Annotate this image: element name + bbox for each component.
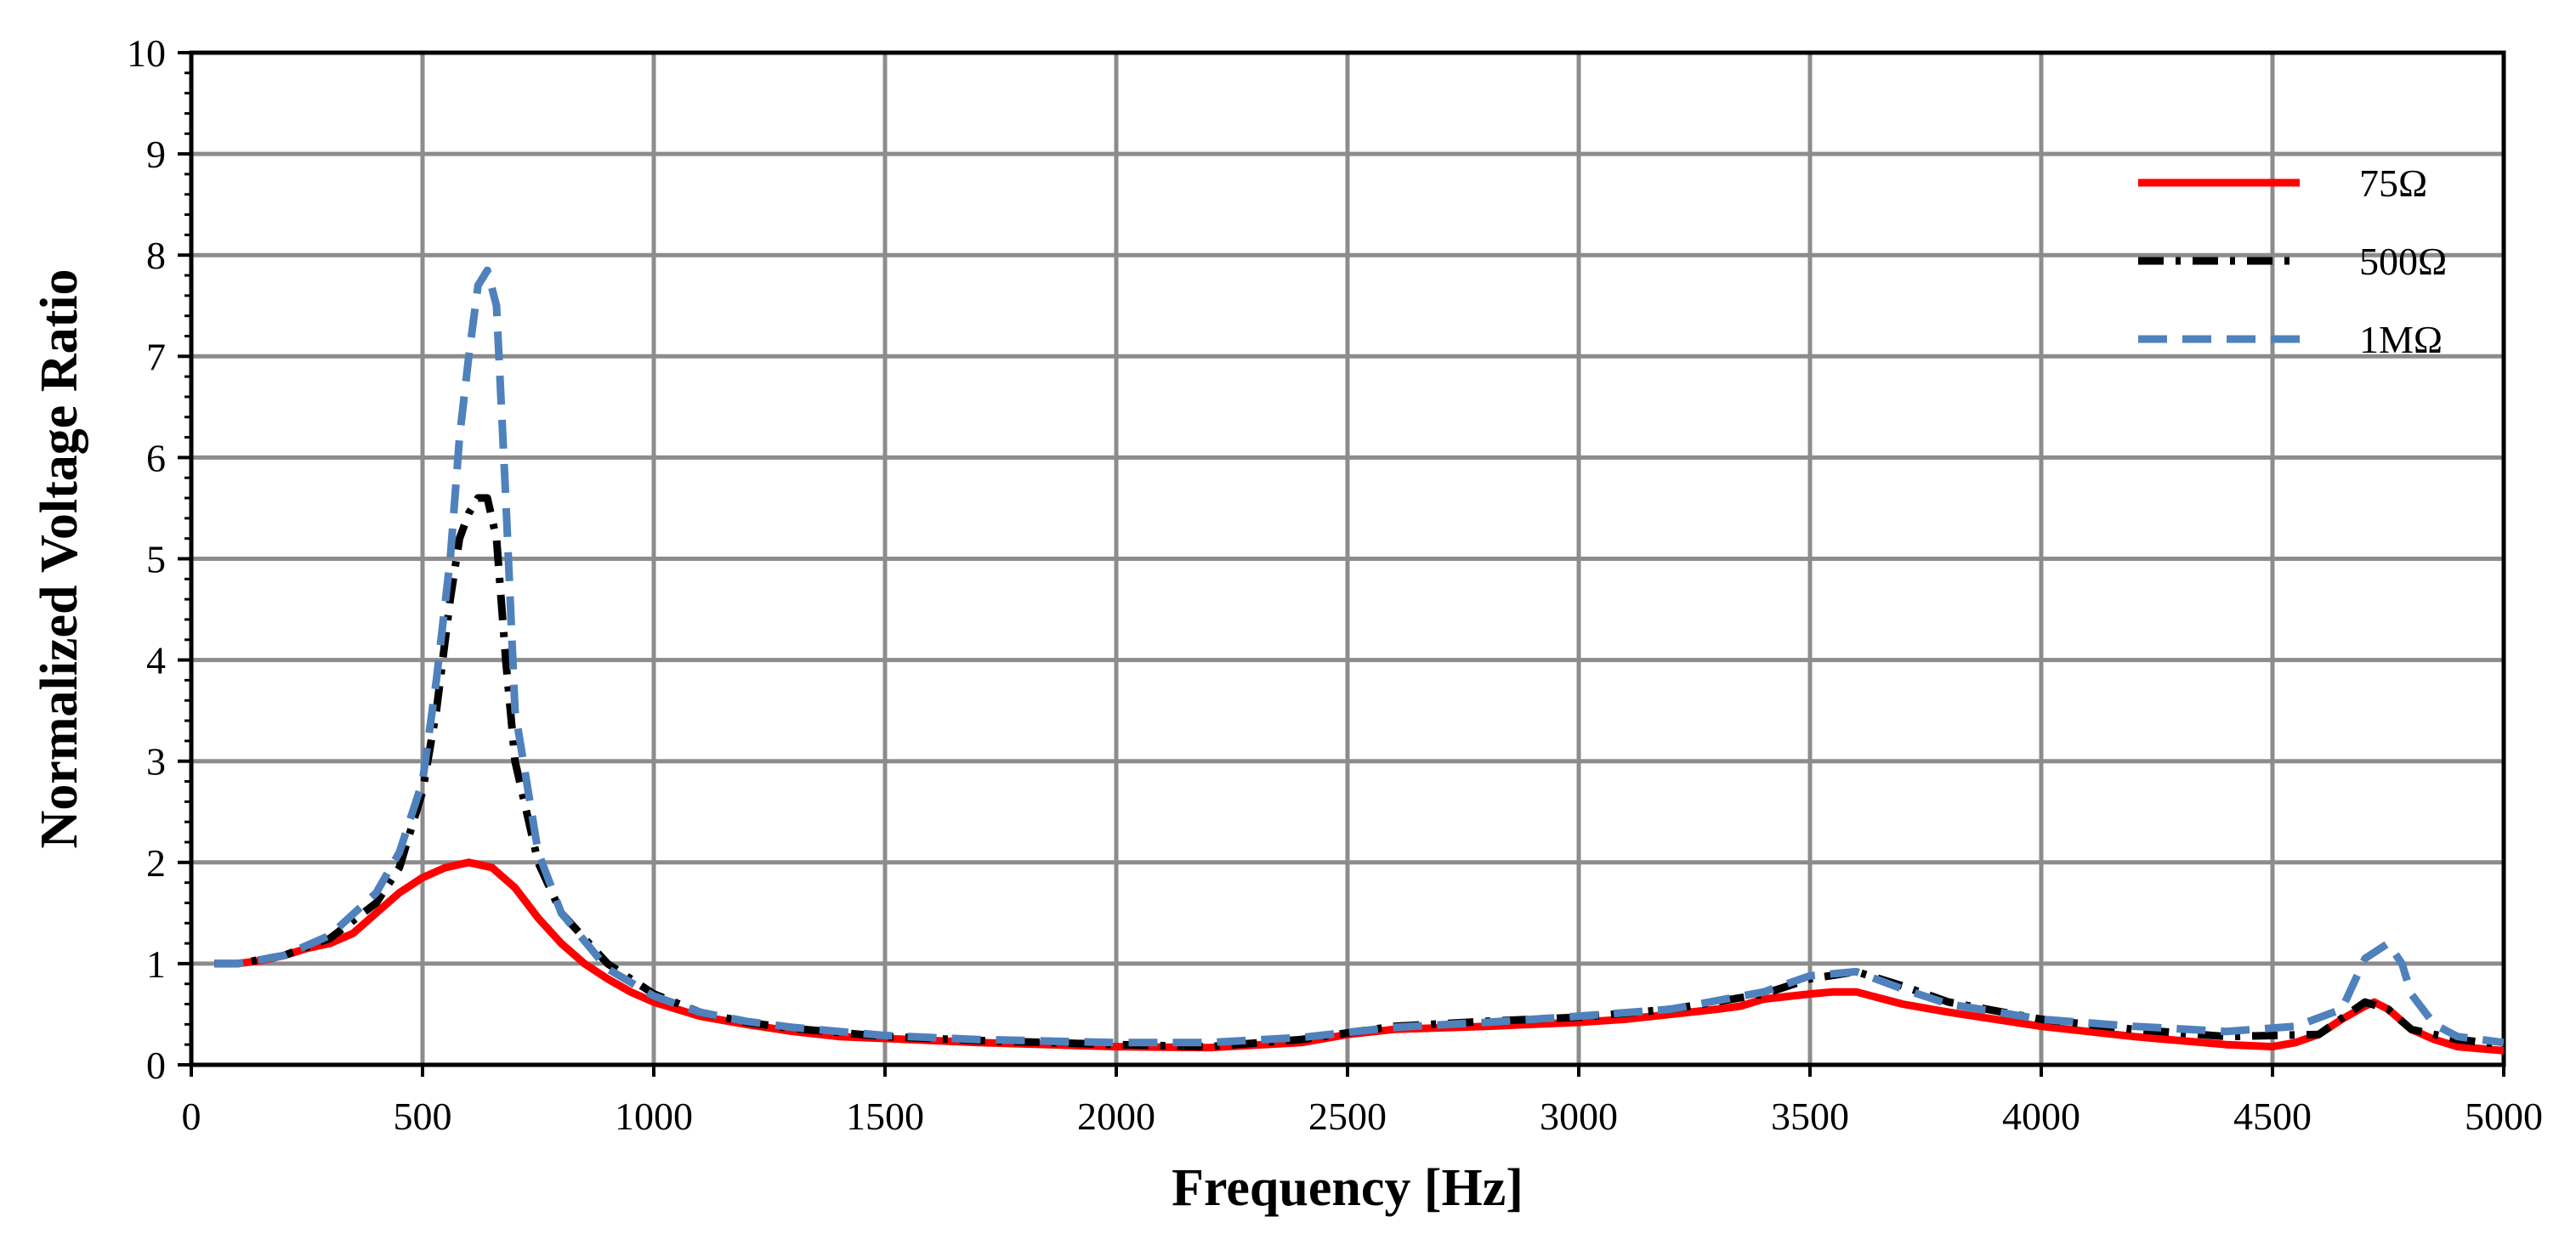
y-tick-label: 5 xyxy=(146,538,166,581)
y-tick-label: 4 xyxy=(146,639,166,682)
x-tick-label: 4000 xyxy=(2002,1095,2080,1138)
x-tick-label: 3500 xyxy=(1771,1095,1849,1138)
gridlines xyxy=(191,53,2504,1065)
x-tick-label: 0 xyxy=(182,1095,201,1138)
y-tick-label: 8 xyxy=(146,234,166,277)
legend-label: 75Ω xyxy=(2359,161,2427,205)
series-line-dashed xyxy=(214,266,2505,1047)
y-tick-label: 7 xyxy=(146,335,166,378)
x-tick-label: 1000 xyxy=(615,1095,693,1138)
y-tick-label: 0 xyxy=(146,1044,166,1087)
x-axis-tick-labels: 0 500 1000 1500 2000 2500 3000 3500 4000 4500 5000 xyxy=(182,1095,2544,1138)
x-tick-label: 5000 xyxy=(2465,1095,2543,1138)
legend: 75Ω 500Ω 1MΩ xyxy=(2138,161,2447,361)
legend-label: 1MΩ xyxy=(2359,318,2443,361)
y-axis-tick-labels: 0 1 2 3 4 5 6 7 8 9 10 xyxy=(127,31,166,1087)
x-tick-label: 4500 xyxy=(2233,1095,2312,1138)
x-tick-label: 2000 xyxy=(1077,1095,1155,1138)
y-tick-label: 3 xyxy=(146,740,166,784)
x-tick-label: 500 xyxy=(394,1095,452,1138)
y-tick-label: 10 xyxy=(127,31,166,75)
plot-area-frame xyxy=(189,50,2506,1067)
legend-label: 500Ω xyxy=(2359,240,2447,283)
data-series xyxy=(214,266,2505,1055)
y-tick-label: 1 xyxy=(146,942,166,986)
x-axis-title: Frequency [Hz] xyxy=(1172,1159,1523,1217)
y-tick-label: 9 xyxy=(146,133,166,176)
x-tick-label: 3000 xyxy=(1540,1095,1618,1138)
y-tick-label: 2 xyxy=(146,841,166,885)
x-tick-label: 2500 xyxy=(1308,1095,1387,1138)
x-tick-label: 1500 xyxy=(846,1095,924,1138)
y-axis-title: Normalized Voltage Ratio xyxy=(31,269,88,849)
y-tick-label: 6 xyxy=(146,436,166,479)
